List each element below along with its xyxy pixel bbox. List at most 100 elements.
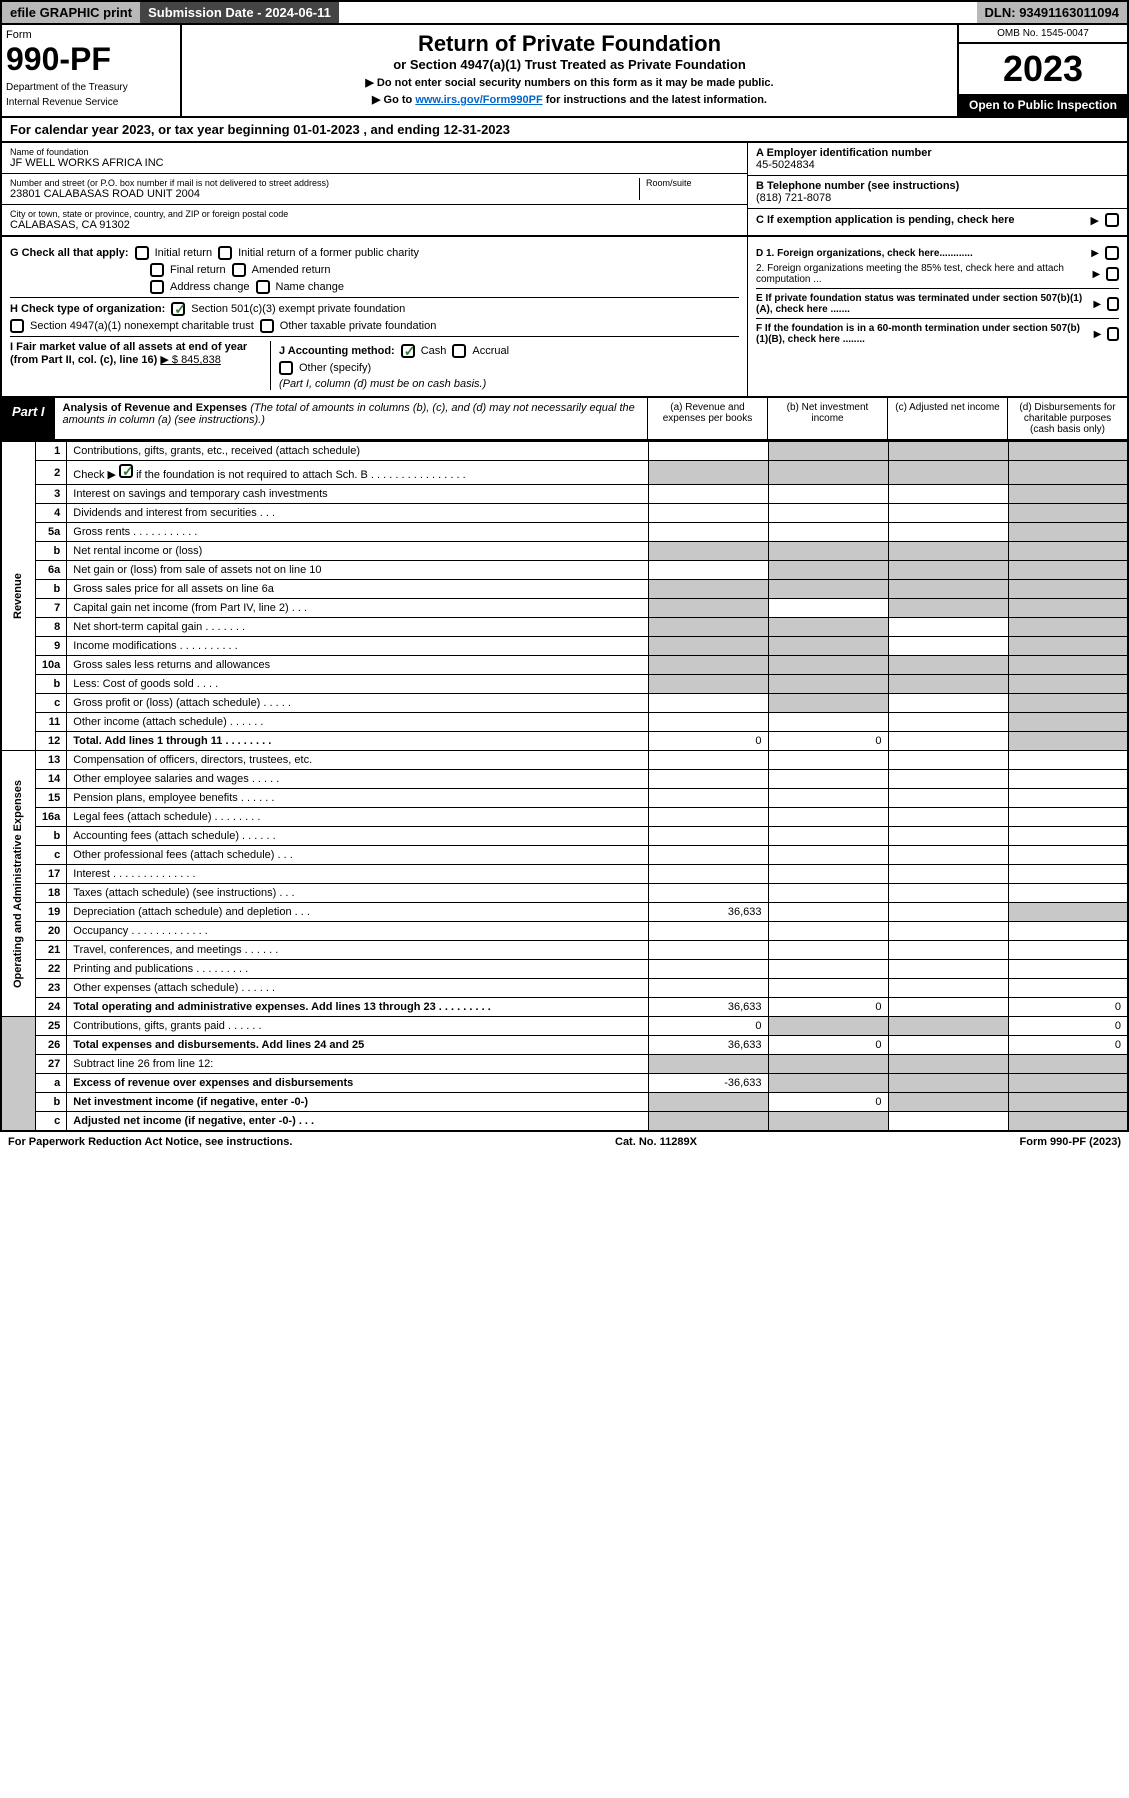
submission-date: Submission Date - 2024-06-11 [140,2,339,23]
h-label: H Check type of organization: [10,303,165,315]
footer: For Paperwork Reduction Act Notice, see … [0,1132,1129,1152]
expenses-side-label: Operating and Administrative Expenses [1,751,35,1017]
table-row: 11Other income (attach schedule) . . . .… [1,713,1128,732]
cell-value: -36,633 [648,1074,768,1093]
col-a-header: (a) Revenue and expenses per books [647,398,767,439]
info-section: Name of foundation JF WELL WORKS AFRICA … [0,143,1129,237]
table-row: Operating and Administrative Expenses 13… [1,751,1128,770]
name-label: Name of foundation [10,147,739,157]
e-label: E If private foundation status was termi… [756,293,1087,315]
amended-return-checkbox[interactable] [232,263,246,277]
d2-label: 2. Foreign organizations meeting the 85%… [756,263,1087,285]
foundation-name-cell: Name of foundation JF WELL WORKS AFRICA … [2,143,747,174]
h-line2: Section 4947(a)(1) nonexempt charitable … [10,319,739,333]
table-row: 23Other expenses (attach schedule) . . .… [1,979,1128,998]
row-desc: Subtract line 26 from line 12: [67,1055,648,1074]
phone-value: (818) 721-8078 [756,192,1119,204]
exemption-checkbox[interactable] [1105,213,1119,227]
table-row: 14Other employee salaries and wages . . … [1,770,1128,789]
final-return-checkbox[interactable] [150,263,164,277]
city-cell: City or town, state or province, country… [2,205,747,235]
h-line: H Check type of organization: Section 50… [10,297,739,316]
row-desc: Taxes (attach schedule) (see instruction… [67,884,648,903]
f-line: F If the foundation is in a 60-month ter… [756,318,1119,345]
table-row: bNet rental income or (loss) [1,542,1128,561]
row-desc: Occupancy . . . . . . . . . . . . . [67,922,648,941]
f-checkbox[interactable] [1107,327,1119,341]
row-num: 8 [35,618,66,637]
name-change-checkbox[interactable] [256,280,270,294]
cell-value: 0 [1008,998,1128,1017]
name-change-label: Name change [276,281,345,293]
revenue-side-label: Revenue [1,442,35,751]
table-row: cOther professional fees (attach schedul… [1,846,1128,865]
col-b-header: (b) Net investment income [767,398,887,439]
part1-tag: Part I [2,398,55,439]
4947-checkbox[interactable] [10,319,24,333]
table-row: 8Net short-term capital gain . . . . . .… [1,618,1128,637]
row-desc: Travel, conferences, and meetings . . . … [67,941,648,960]
row-desc: Interest . . . . . . . . . . . . . . [67,865,648,884]
checks-left: G Check all that apply: Initial return I… [2,237,747,396]
calendar-year-line: For calendar year 2023, or tax year begi… [0,118,1129,143]
phone-cell: B Telephone number (see instructions) (8… [748,176,1127,209]
address-change-checkbox[interactable] [150,280,164,294]
row-num: 24 [35,998,66,1017]
tax-year: 2023 [959,44,1127,94]
row-num: 15 [35,789,66,808]
exemption-cell: C If exemption application is pending, c… [748,209,1127,231]
row-num: b [35,542,66,561]
initial-return-checkbox[interactable] [135,246,149,260]
table-row: bAccounting fees (attach schedule) . . .… [1,827,1128,846]
row-num: 25 [35,1017,66,1036]
d1-checkbox[interactable] [1105,246,1119,260]
table-row: 19Depreciation (attach schedule) and dep… [1,903,1128,922]
table-row: 27Subtract line 26 from line 12: [1,1055,1128,1074]
501c3-label: Section 501(c)(3) exempt private foundat… [191,303,405,315]
note2-post: for instructions and the latest informat… [543,94,767,106]
dept-label: Department of the Treasury [6,82,176,93]
header: Form 990-PF Department of the Treasury I… [0,25,1129,118]
cell-value: 36,633 [648,903,768,922]
row-num: 11 [35,713,66,732]
irs-link[interactable]: www.irs.gov/Form990PF [415,94,542,106]
ij-line: I Fair market value of all assets at end… [10,336,739,390]
schb-checkbox[interactable] [119,464,133,478]
d2-checkbox[interactable] [1106,267,1119,281]
table-row: 22Printing and publications . . . . . . … [1,960,1128,979]
table-row: 15Pension plans, employee benefits . . .… [1,789,1128,808]
row-num: b [35,675,66,694]
row-num: 21 [35,941,66,960]
501c3-checkbox[interactable] [171,302,185,316]
row-desc: Other income (attach schedule) . . . . .… [67,713,648,732]
cash-label: Cash [421,345,447,357]
e-checkbox[interactable] [1107,297,1119,311]
table-row: Revenue 1Contributions, gifts, grants, e… [1,442,1128,461]
cash-checkbox[interactable] [401,344,415,358]
row-num: c [35,1112,66,1132]
row-num: b [35,580,66,599]
row-desc: Capital gain net income (from Part IV, l… [67,599,648,618]
d1-label: D 1. Foreign organizations, check here..… [756,248,973,259]
other-taxable-checkbox[interactable] [260,319,274,333]
table-row: bLess: Cost of goods sold . . . . [1,675,1128,694]
row-num: 20 [35,922,66,941]
cell-value: 0 [648,732,768,751]
foundation-name: JF WELL WORKS AFRICA INC [10,157,739,169]
row-num: 27 [35,1055,66,1074]
row-num: 23 [35,979,66,998]
j-other-line: Other (specify) [279,361,739,375]
initial-public-checkbox[interactable] [218,246,232,260]
row-desc: Other professional fees (attach schedule… [67,846,648,865]
row-desc: Net rental income or (loss) [67,542,648,561]
row-desc: Pension plans, employee benefits . . . .… [67,789,648,808]
g-line3: Address change Name change [10,280,739,294]
f-label: F If the foundation is in a 60-month ter… [756,323,1088,345]
ein-label: A Employer identification number [756,147,1119,159]
row-desc: Excess of revenue over expenses and disb… [67,1074,648,1093]
info-left: Name of foundation JF WELL WORKS AFRICA … [2,143,747,235]
accrual-checkbox[interactable] [452,344,466,358]
e-line: E If private foundation status was termi… [756,288,1119,315]
initial-return-label: Initial return [155,247,212,259]
other-method-checkbox[interactable] [279,361,293,375]
